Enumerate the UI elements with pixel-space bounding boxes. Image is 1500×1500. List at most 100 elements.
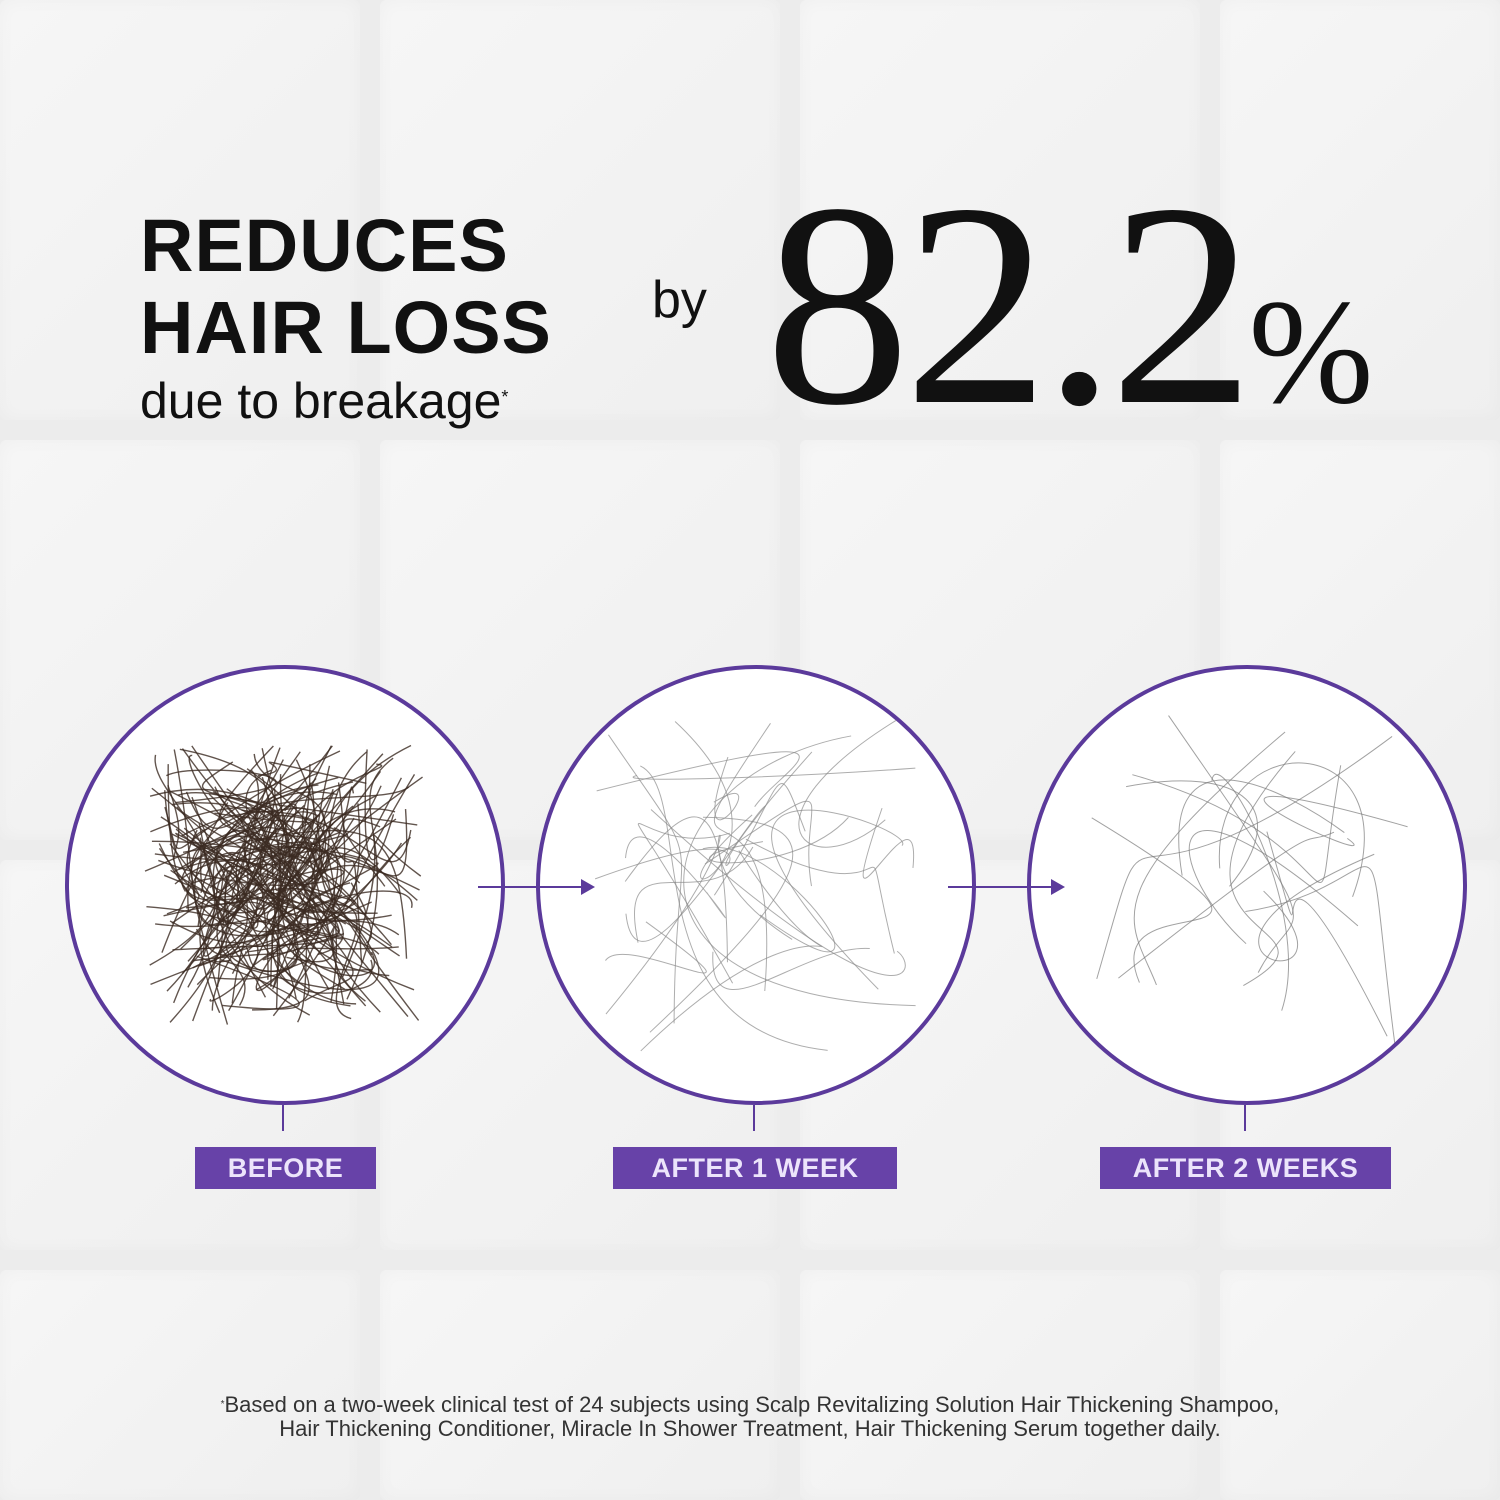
arrow-right-icon <box>478 879 595 895</box>
connector-line <box>753 1105 755 1131</box>
hair-strand <box>1132 765 1342 883</box>
hair-strand <box>155 786 355 927</box>
tile <box>1220 0 1500 420</box>
hair-strand <box>150 773 416 986</box>
connector-line <box>1244 1105 1246 1131</box>
hair-strand <box>276 890 413 982</box>
hair-strand <box>625 805 767 942</box>
hair-strand <box>633 846 754 943</box>
tile <box>0 0 360 420</box>
hair-strand <box>702 846 836 953</box>
hair-strand <box>596 751 800 807</box>
footnote-text-1: Based on a two-week clinical test of 24 … <box>224 1392 1280 1417</box>
hair-strand <box>650 809 906 976</box>
arrow-right-icon <box>948 879 1065 895</box>
hair-strand <box>625 836 726 919</box>
hair-strand <box>343 818 386 887</box>
hair-strand <box>713 723 771 992</box>
stat-number: 82.2 <box>765 144 1254 465</box>
after-1-week-hair-photo <box>536 665 976 1105</box>
hair-strand <box>154 754 216 988</box>
label-after-2-weeks: AFTER 2 WEEKS <box>1100 1147 1391 1189</box>
hair-strand <box>169 883 291 944</box>
footnote: *Based on a two-week clinical test of 24… <box>0 1393 1500 1441</box>
headline-subtitle: due to breakage* <box>140 371 552 431</box>
hair-strand <box>231 769 320 904</box>
hair-strand <box>713 756 740 821</box>
hair-strand <box>632 767 916 780</box>
tile <box>380 1270 780 1500</box>
headline: REDUCES HAIR LOSS due to breakage* <box>140 205 552 431</box>
hair-strand <box>198 782 312 923</box>
hair-strand <box>1211 773 1289 1011</box>
asterisk: * <box>220 1399 225 1410</box>
hair-strand <box>255 808 396 917</box>
hair-strand <box>279 774 341 947</box>
hair-strand <box>704 800 813 887</box>
headline-line-2: HAIR LOSS <box>140 286 552 369</box>
hair-strand <box>163 748 320 937</box>
stat-value: 82.2% <box>765 160 1373 497</box>
hair-strand <box>594 751 813 880</box>
hair-strand <box>1096 736 1393 980</box>
hair-strand <box>212 790 278 869</box>
hair-strand <box>277 836 412 922</box>
hair-strand <box>320 744 412 906</box>
hair-strand <box>862 807 915 879</box>
hair-strand <box>712 948 870 990</box>
hair-strand <box>170 869 255 969</box>
hair-strand <box>164 750 341 850</box>
hair-strand <box>709 817 849 864</box>
asterisk: * <box>501 387 509 407</box>
hair-strand <box>1188 830 1359 945</box>
hair-strand <box>196 955 300 1010</box>
footnote-line-1: *Based on a two-week clinical test of 24… <box>0 1393 1500 1417</box>
hair-strand <box>163 901 265 963</box>
hair-strand <box>224 845 420 924</box>
hair-strand <box>262 873 367 1007</box>
hair-strand <box>640 765 828 1051</box>
hair-strand <box>176 806 344 956</box>
footnote-line-2: Hair Thickening Conditioner, Miracle In … <box>279 1416 1221 1441</box>
hair-strand <box>166 769 277 804</box>
hair-strand <box>674 721 753 880</box>
hair-strand <box>713 783 806 896</box>
hair-strand <box>605 921 707 974</box>
tile <box>380 0 780 420</box>
hair-strand <box>181 794 280 892</box>
headline-line-1: REDUCES <box>140 204 509 287</box>
tile <box>800 0 1200 420</box>
connector-line <box>282 1105 284 1131</box>
hair-strand <box>167 785 180 861</box>
hair-strand <box>649 816 794 1033</box>
hair-strand <box>216 870 392 987</box>
hair-strand <box>745 838 895 954</box>
hair-strand <box>281 805 375 977</box>
hair-strand <box>247 747 311 910</box>
hair-strand <box>608 734 683 1024</box>
hair-strand <box>186 829 297 999</box>
hair-strand <box>1245 866 1396 1045</box>
subtitle-text: due to breakage <box>140 373 502 429</box>
hair-strand <box>771 809 904 990</box>
hair-strand <box>1263 795 1408 847</box>
label-after-1-week: AFTER 1 WEEK <box>613 1147 897 1189</box>
tile <box>1220 1270 1500 1500</box>
hair-strand <box>624 816 728 963</box>
hair-strand <box>637 823 734 984</box>
after-2-weeks-hair-photo <box>1027 665 1467 1105</box>
hair-strand <box>1266 831 1388 1037</box>
hair-strand <box>255 788 305 850</box>
label-before: BEFORE <box>195 1147 376 1189</box>
before-hair-photo <box>65 665 505 1105</box>
hair-strand <box>1178 779 1345 876</box>
hair-strand <box>243 772 415 991</box>
hair-strand <box>640 850 823 1052</box>
hair-strand <box>201 761 418 826</box>
hair-strand <box>191 745 354 1002</box>
hair-strand <box>301 745 345 1005</box>
hair-strand <box>1258 853 1375 962</box>
hair-strand <box>1118 831 1335 979</box>
hair-strand <box>341 834 422 978</box>
